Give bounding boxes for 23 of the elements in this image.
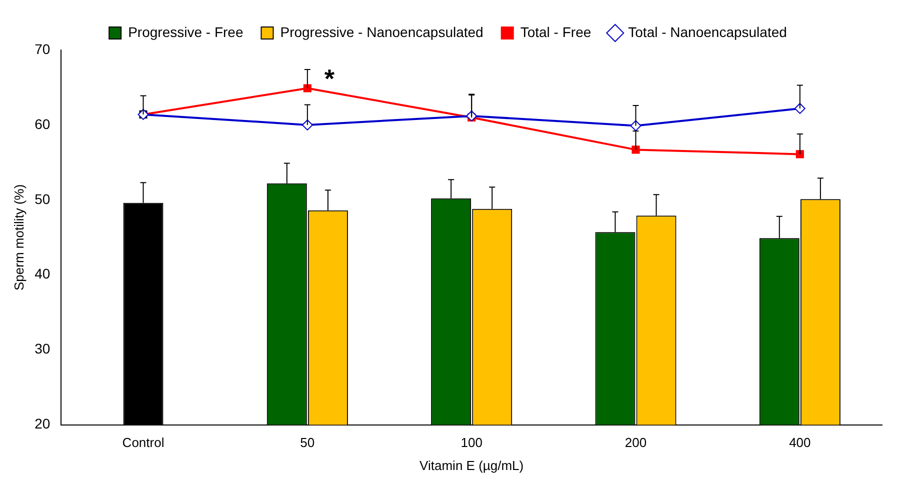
- annotation: *: [324, 64, 336, 94]
- point: [794, 102, 806, 114]
- legend-label: Total - Nanoencapsulated: [628, 24, 787, 40]
- x-tick-label: 50: [300, 435, 315, 450]
- legend-label: Total - Free: [520, 24, 592, 40]
- legend-label: Progressive - Nanoencapsulated: [280, 24, 484, 40]
- legend-label: Progressive - Free: [128, 24, 244, 40]
- y-tick-label: 70: [34, 40, 50, 57]
- point: [303, 84, 312, 92]
- point: [630, 120, 642, 132]
- x-tick-label: Control: [122, 435, 164, 450]
- y-tick-label: 40: [34, 266, 50, 282]
- x-tick-label: 200: [624, 435, 647, 450]
- point: [796, 150, 804, 158]
- y-tick-label: 60: [34, 116, 50, 132]
- x-tick-label: 400: [789, 435, 811, 450]
- x-axis-title: Vitamin E (µg/mL): [420, 458, 524, 473]
- x-tick-label: 100: [460, 435, 482, 450]
- point: [632, 146, 640, 154]
- y-tick-label: 20: [34, 416, 50, 432]
- y-tick-label: 30: [34, 340, 50, 357]
- y-axis-title: Sperm motility (%): [11, 184, 26, 290]
- y-tick-label: 50: [34, 190, 50, 207]
